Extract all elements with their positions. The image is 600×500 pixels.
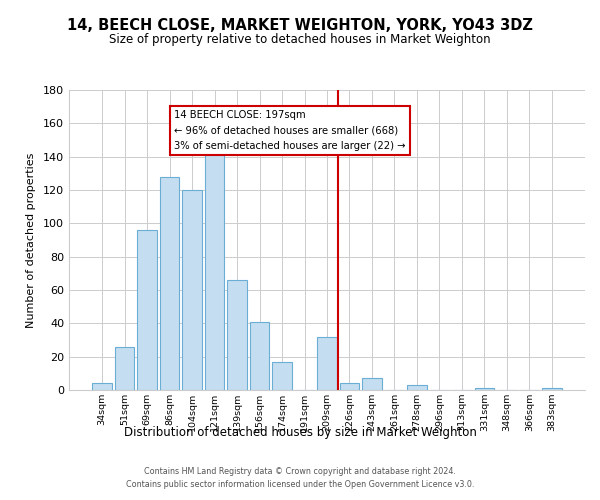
Bar bbox=[475, 388, 494, 390]
Bar bbox=[137, 230, 157, 390]
Text: 14, BEECH CLOSE, MARKET WEIGHTON, YORK, YO43 3DZ: 14, BEECH CLOSE, MARKET WEIGHTON, YORK, … bbox=[67, 18, 533, 32]
Bar bbox=[317, 336, 337, 390]
Bar bbox=[542, 388, 562, 390]
Bar bbox=[115, 346, 134, 390]
Bar bbox=[250, 322, 269, 390]
Bar bbox=[182, 190, 202, 390]
Text: Size of property relative to detached houses in Market Weighton: Size of property relative to detached ho… bbox=[109, 32, 491, 46]
Bar bbox=[227, 280, 247, 390]
Bar bbox=[340, 384, 359, 390]
Text: Distribution of detached houses by size in Market Weighton: Distribution of detached houses by size … bbox=[124, 426, 476, 439]
Text: Contains HM Land Registry data © Crown copyright and database right 2024.
Contai: Contains HM Land Registry data © Crown c… bbox=[126, 467, 474, 489]
Bar bbox=[205, 138, 224, 390]
Bar bbox=[92, 384, 112, 390]
Y-axis label: Number of detached properties: Number of detached properties bbox=[26, 152, 36, 328]
Text: 14 BEECH CLOSE: 197sqm
← 96% of detached houses are smaller (668)
3% of semi-det: 14 BEECH CLOSE: 197sqm ← 96% of detached… bbox=[174, 110, 406, 151]
Bar bbox=[160, 176, 179, 390]
Bar bbox=[407, 385, 427, 390]
Bar bbox=[272, 362, 292, 390]
Bar bbox=[362, 378, 382, 390]
